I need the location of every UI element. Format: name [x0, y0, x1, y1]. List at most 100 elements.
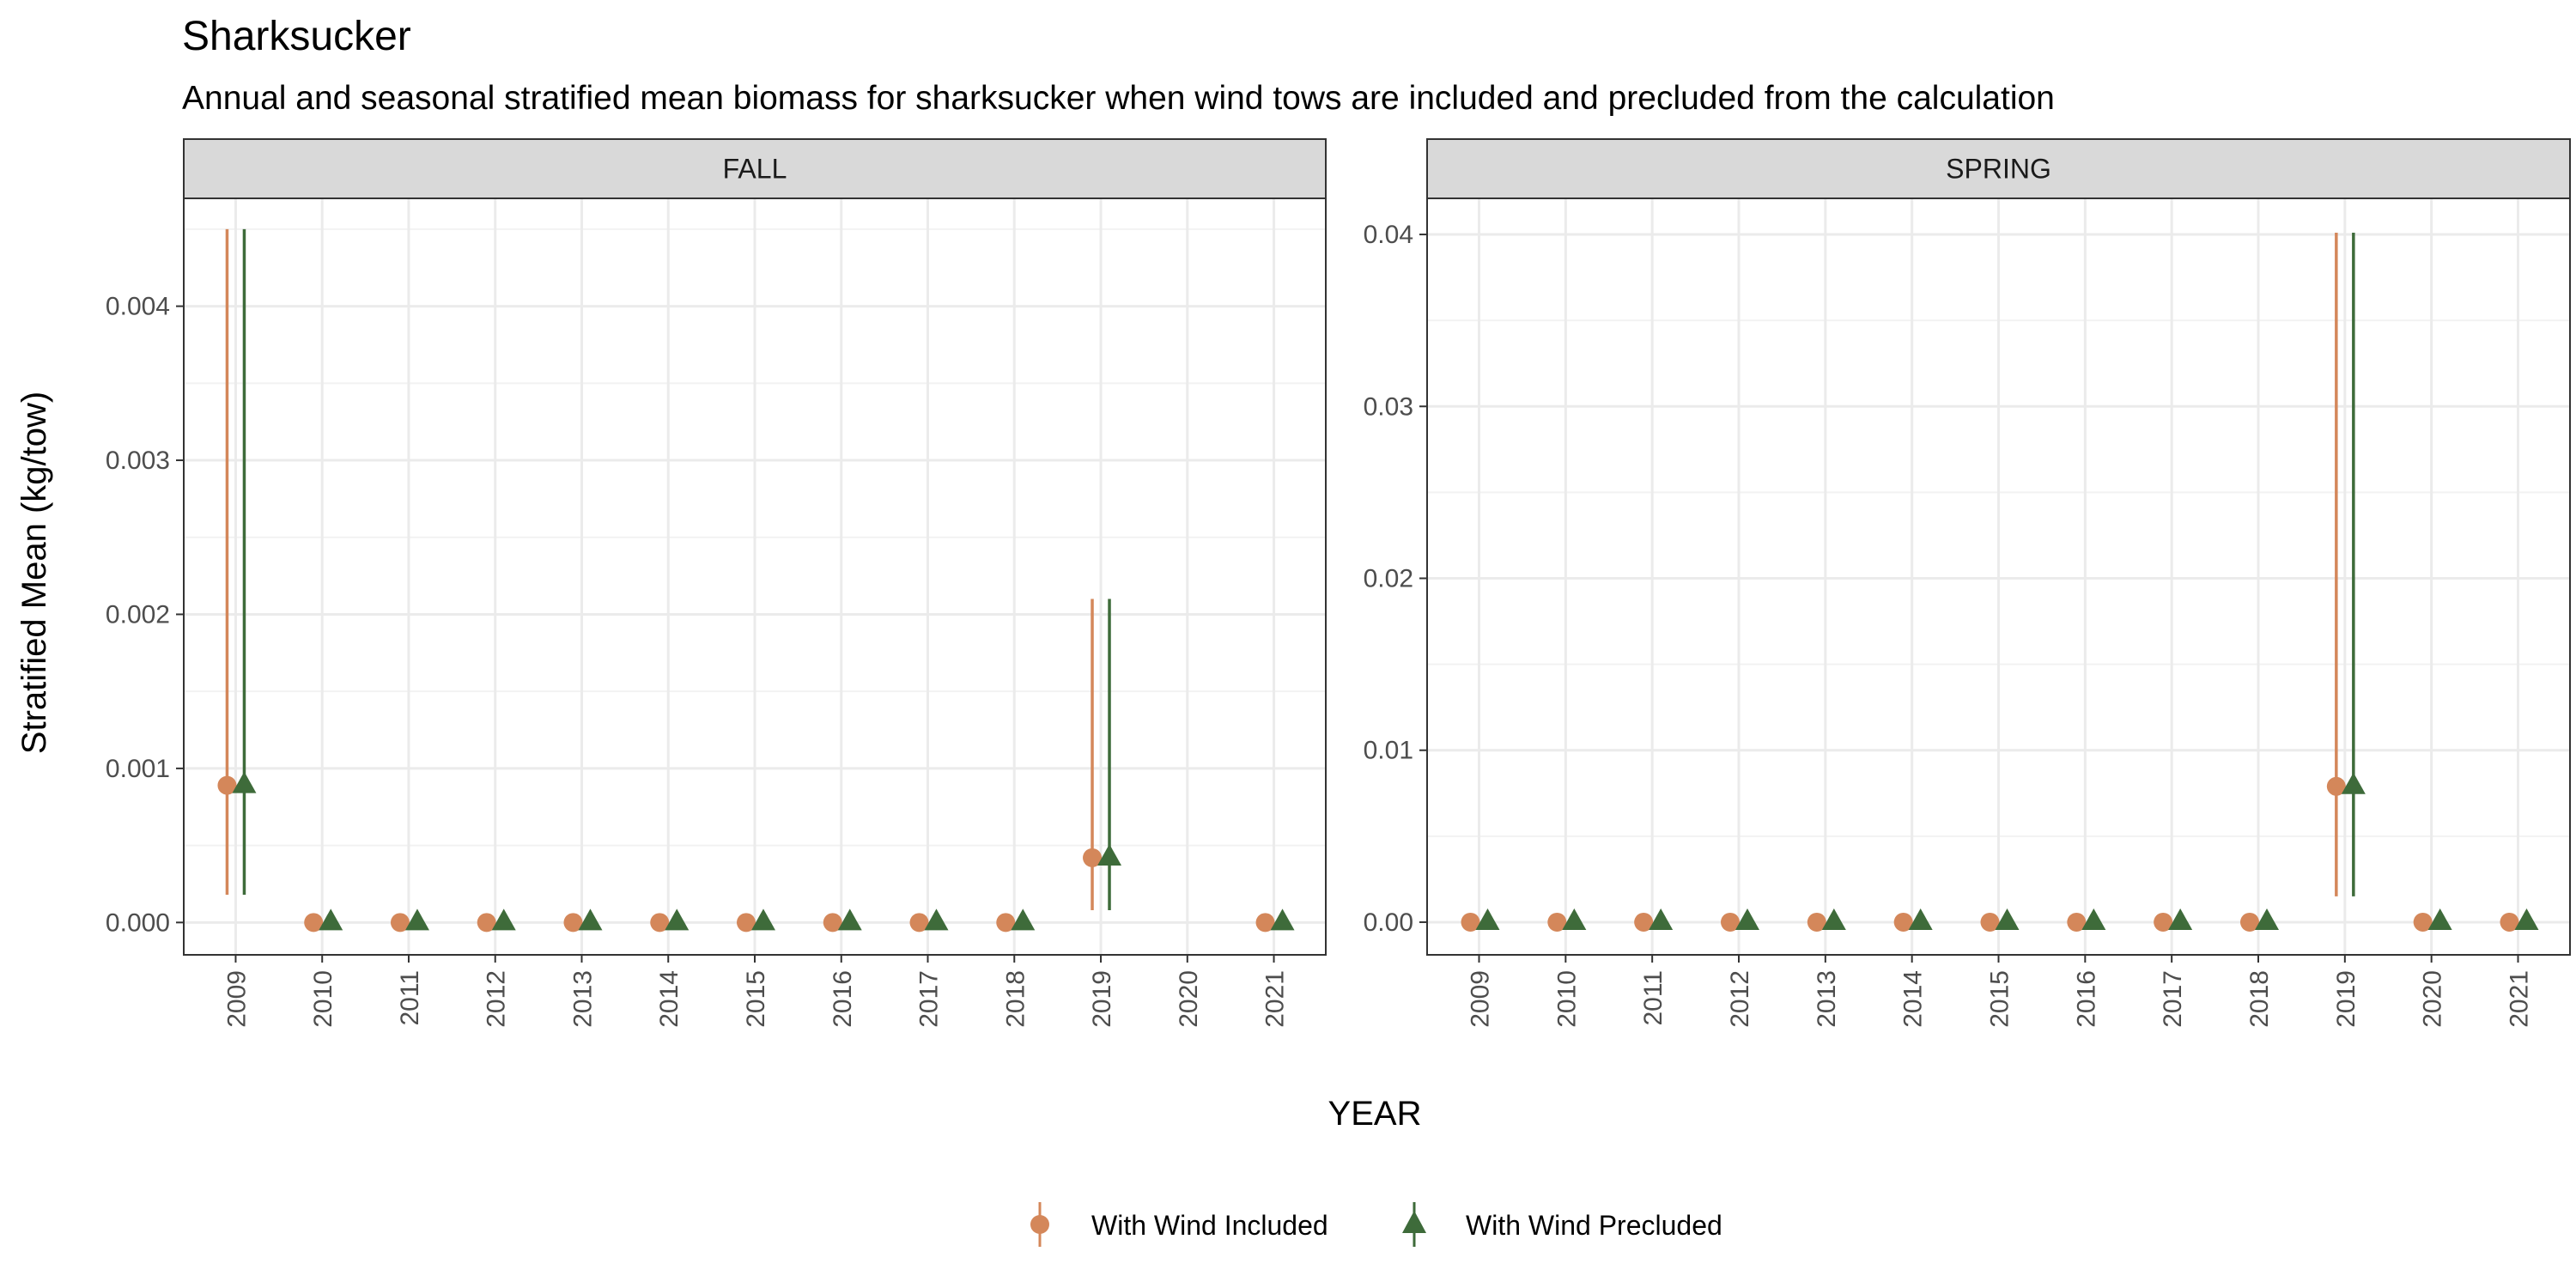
- panel-spring: SPRING 0.00 0.01 0.02 0.03 0.04 2009 2010 2011 20…: [1364, 138, 2571, 1028]
- point-precluded: [1562, 908, 1587, 930]
- point-precluded: [1735, 908, 1759, 930]
- point-precluded: [2168, 908, 2193, 930]
- x-tick-label: 2014: [655, 970, 683, 1028]
- x-tick-label: 2009: [1467, 970, 1495, 1028]
- x-tick-label: 2012: [1726, 970, 1754, 1028]
- point-included: [823, 913, 842, 933]
- y-tick-label: 0.01: [1364, 737, 1413, 765]
- x-tick-label: 2020: [2419, 970, 2447, 1028]
- point-precluded: [2514, 908, 2539, 930]
- point-included: [1083, 848, 1103, 867]
- point-included: [2413, 912, 2433, 932]
- point-included: [1461, 912, 1480, 932]
- point-precluded: [1821, 908, 1846, 930]
- point-precluded: [1475, 908, 1500, 930]
- point-precluded: [1995, 908, 2020, 930]
- point-included: [1547, 912, 1567, 932]
- point-included: [390, 913, 410, 933]
- point-included: [1980, 912, 2000, 932]
- x-tick-label: 2021: [1261, 970, 1290, 1028]
- panel-fall: FALL 0.000 0.001 0.002 0.003 0.004 2009 2010 201…: [106, 138, 1327, 1028]
- x-tick-label: 2010: [309, 970, 337, 1028]
- strip-label-spring: SPRING: [1946, 154, 2051, 185]
- y-tick-label: 0.03: [1364, 392, 1413, 421]
- point-precluded: [1097, 843, 1122, 866]
- x-tick-label: 2011: [396, 970, 424, 1026]
- point-precluded: [1011, 908, 1036, 931]
- legend-key-included-circle: [1030, 1215, 1049, 1234]
- y-tick-label: 0.000: [106, 908, 170, 937]
- x-tick-label: 2017: [2159, 970, 2187, 1028]
- x-tick-label: 2017: [915, 970, 944, 1028]
- point-included: [737, 913, 756, 933]
- strip-label-fall: FALL: [723, 154, 787, 185]
- point-precluded: [837, 908, 862, 931]
- point-included: [2067, 912, 2087, 932]
- y-tick-label: 0.04: [1364, 221, 1413, 249]
- legend-label-precluded: With Wind Precluded: [1466, 1210, 1722, 1241]
- point-included: [2154, 912, 2173, 932]
- point-included: [1807, 912, 1826, 932]
- x-tick-label: 2013: [1813, 970, 1841, 1028]
- x-tick-label: 2010: [1552, 970, 1581, 1028]
- panel-border-fall: [183, 197, 1327, 956]
- point-included: [650, 913, 670, 933]
- y-tick-label: 0.003: [106, 447, 170, 475]
- y-tick-label: 0.00: [1364, 908, 1413, 937]
- y-tick-label: 0.002: [106, 600, 170, 629]
- strip-spring: [1426, 138, 2571, 199]
- x-tick-label: 2019: [1088, 970, 1116, 1028]
- point-precluded: [491, 908, 516, 931]
- point-included: [304, 913, 324, 933]
- x-tick-label: 2009: [222, 970, 251, 1028]
- x-tick-label: 2014: [1899, 970, 1928, 1028]
- legend-key-precluded-triangle: [1402, 1211, 1426, 1233]
- point-included: [1255, 913, 1275, 933]
- point-included: [1634, 912, 1654, 932]
- point-included: [477, 913, 496, 933]
- legend-item-included: With Wind Included: [1030, 1202, 1328, 1247]
- point-included: [1893, 912, 1913, 932]
- point-precluded: [1649, 908, 1674, 930]
- point-precluded: [665, 908, 690, 931]
- point-included: [563, 913, 583, 933]
- point-included: [996, 913, 1016, 933]
- point-included: [217, 775, 237, 795]
- y-axis-title: Stratified Mean (kg/tow): [15, 392, 53, 754]
- point-precluded: [2081, 908, 2106, 930]
- point-precluded: [404, 908, 429, 931]
- point-precluded: [2427, 908, 2452, 930]
- strip-fall: [183, 138, 1327, 199]
- x-tick-label: 2016: [829, 970, 857, 1028]
- point-included: [2326, 776, 2346, 796]
- x-tick-label: 2012: [483, 970, 511, 1028]
- chart-title: Sharksucker: [182, 14, 411, 59]
- point-precluded: [578, 908, 603, 931]
- panel-border-spring: [1426, 197, 2571, 956]
- y-tick-label: 0.02: [1364, 565, 1413, 593]
- legend: With Wind Included With Wind Precluded: [1030, 1202, 1722, 1247]
- x-tick-label: 2018: [1001, 970, 1030, 1028]
- legend-item-precluded: With Wind Precluded: [1402, 1202, 1722, 1247]
- legend-label-included: With Wind Included: [1091, 1210, 1328, 1241]
- point-precluded: [2255, 908, 2279, 930]
- point-included: [2240, 912, 2259, 932]
- point-precluded: [924, 908, 949, 931]
- y-tick-label: 0.001: [106, 755, 170, 783]
- point-precluded: [319, 908, 343, 931]
- point-precluded: [2341, 772, 2366, 794]
- x-tick-label: 2015: [1986, 970, 2014, 1028]
- y-tick-label: 0.004: [106, 293, 170, 321]
- x-tick-label: 2013: [568, 970, 597, 1028]
- point-precluded: [1908, 908, 1933, 930]
- point-included: [1721, 912, 1740, 932]
- x-tick-label: 2015: [742, 970, 770, 1028]
- x-axis-title: YEAR: [1328, 1095, 1422, 1133]
- x-tick-label: 2019: [2332, 970, 2360, 1028]
- x-tick-label: 2020: [1175, 970, 1203, 1028]
- point-included: [909, 913, 929, 933]
- point-precluded: [232, 771, 257, 793]
- chart-subtitle: Annual and seasonal stratified mean biom…: [182, 80, 2055, 117]
- x-tick-label: 2021: [2506, 970, 2534, 1028]
